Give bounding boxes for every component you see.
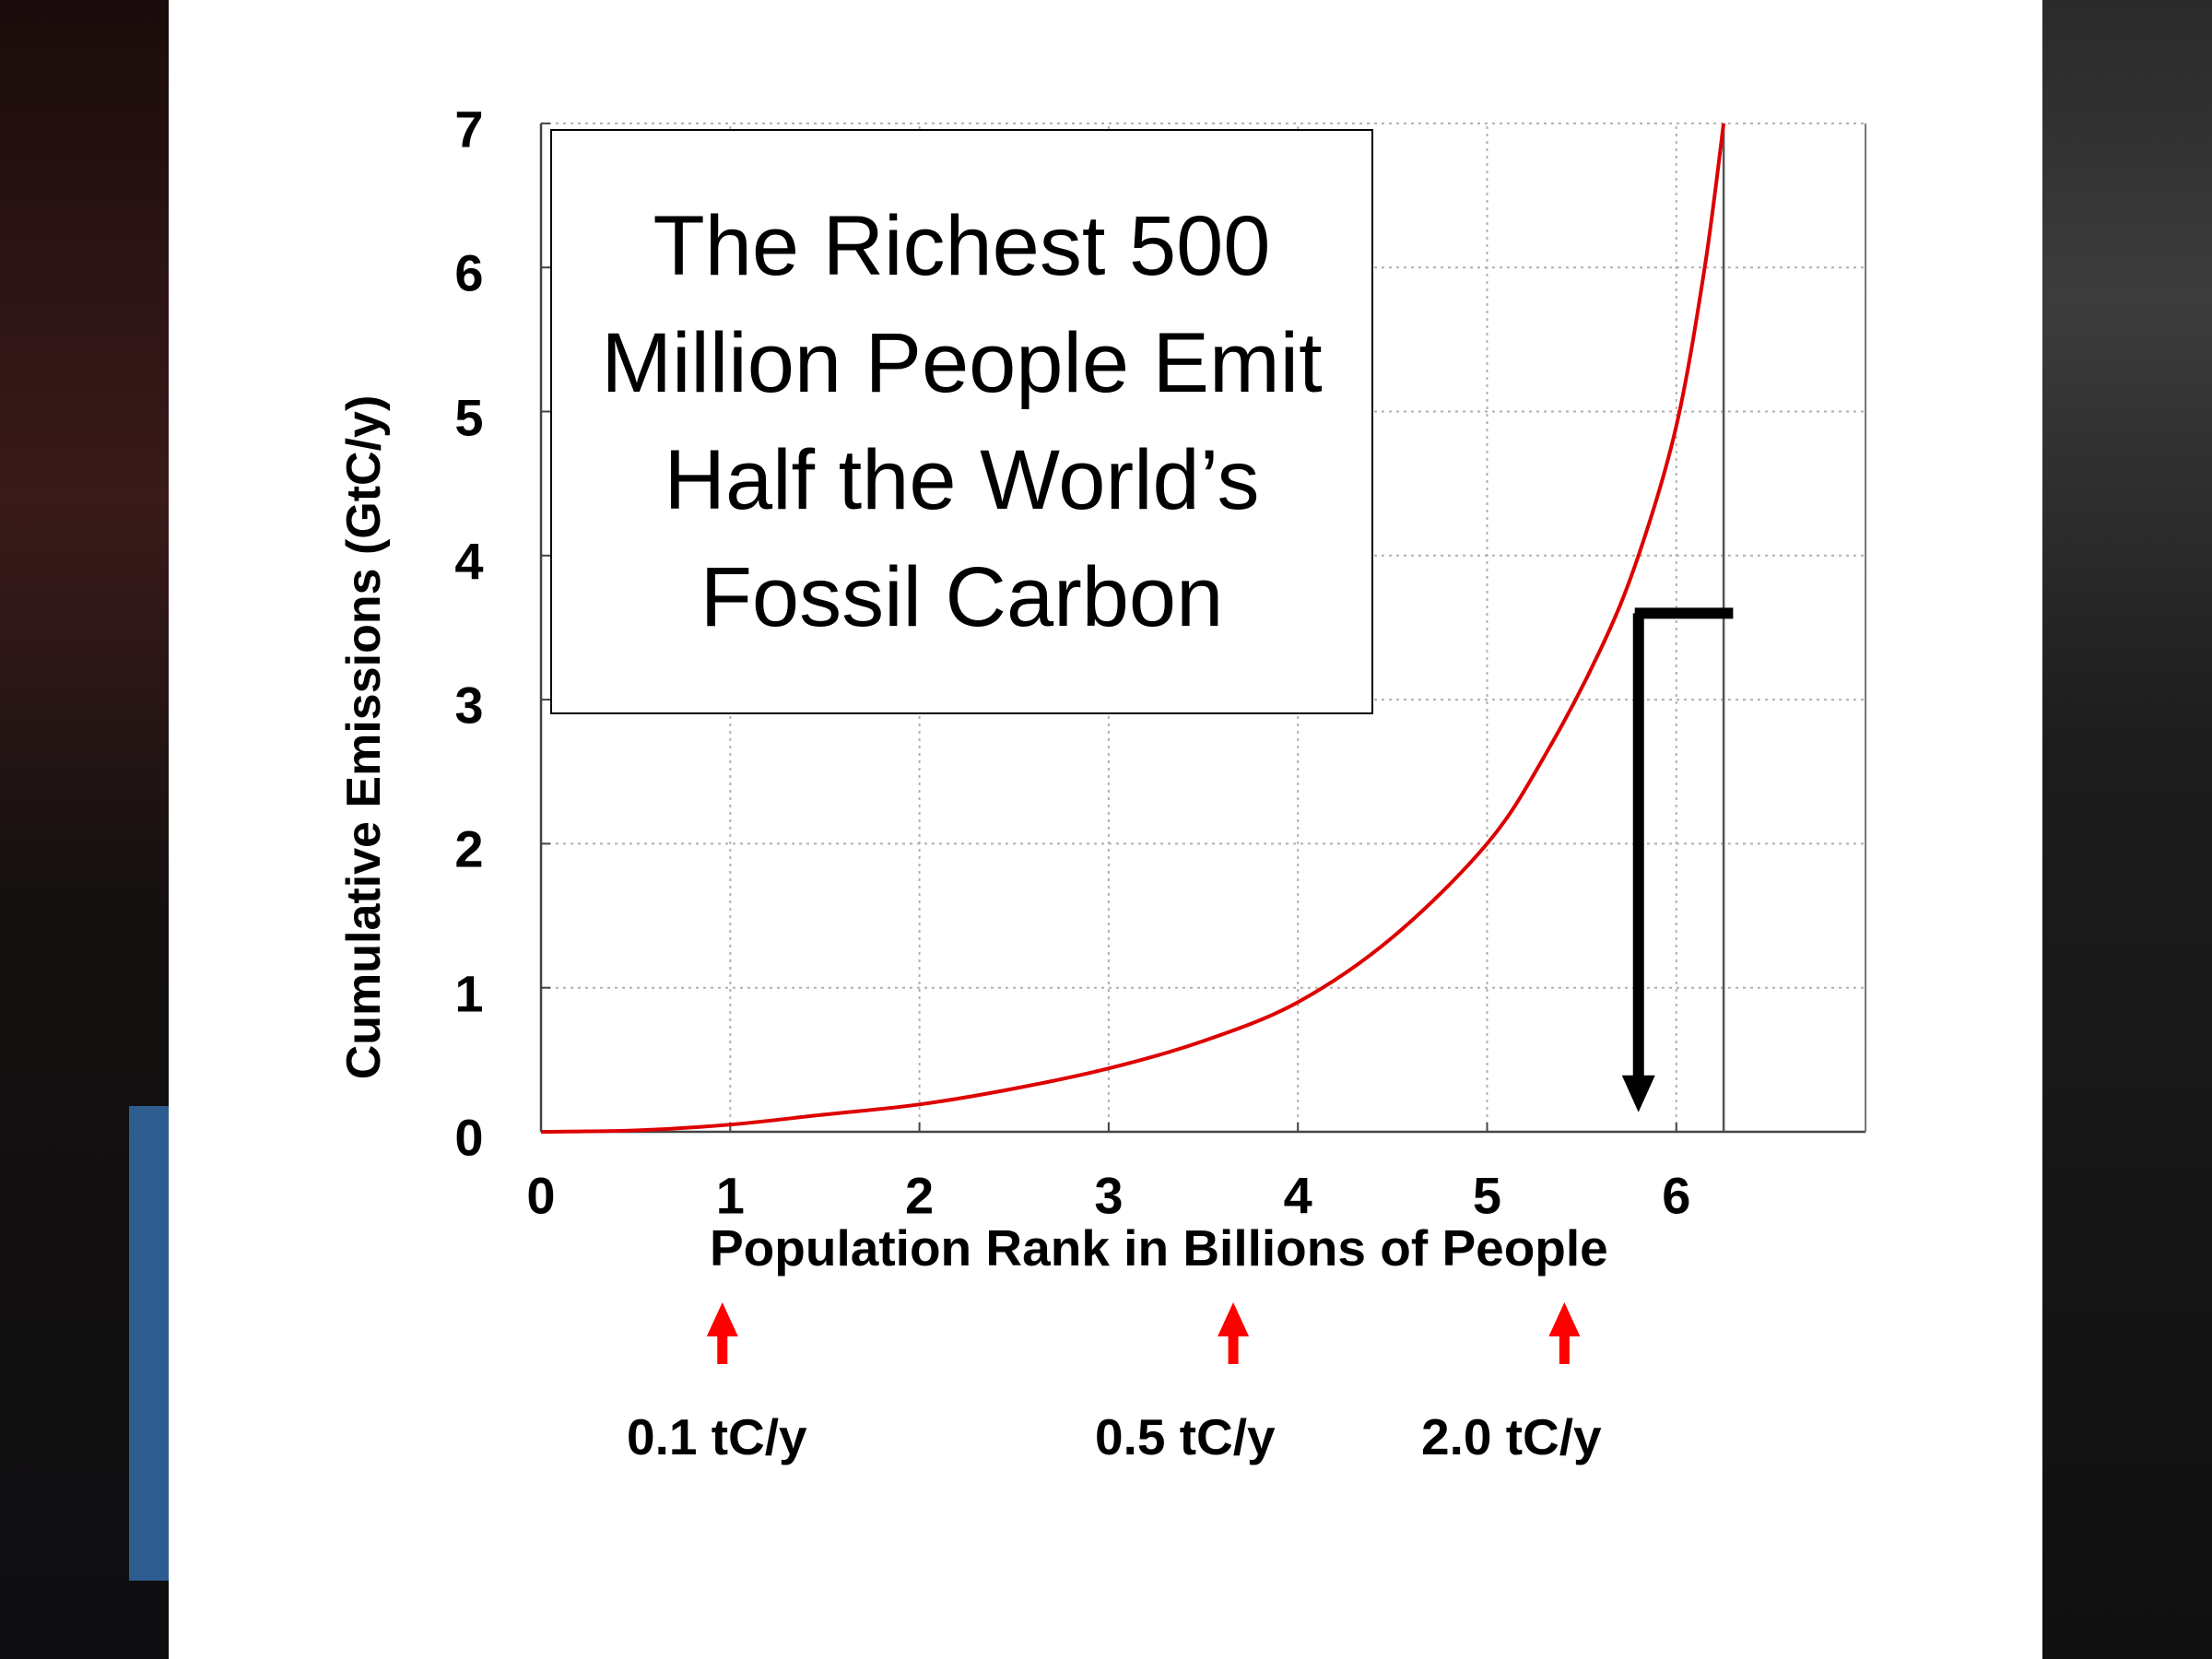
left-background [0,0,169,1659]
right-background [2042,0,2212,1659]
annotation-label: 2.0 tC/y [1421,1408,1602,1465]
annotation-arrow-head [706,1302,738,1336]
arrow-head [1621,1075,1655,1112]
chart-title: The Richest 500 Million People Emit Half… [601,198,1323,644]
y-axis-label: Cumulative Emissions (GtC/y) [337,394,391,1080]
annotation-label: 0.5 tC/y [1095,1408,1276,1465]
y-tick-label: 7 [454,100,484,159]
x-tick-label: 2 [905,1166,935,1225]
x-tick-label: 6 [1662,1166,1691,1225]
x-tick-label: 5 [1472,1166,1502,1225]
annotation-label: 0.1 tC/y [627,1408,807,1465]
left-background-blue-panel [129,1106,169,1581]
x-tick-label: 3 [1094,1166,1124,1225]
x-axis-label: Population Rank in Billions of People [710,1219,1608,1277]
x-tick-label: 4 [1283,1166,1312,1225]
series-curve [540,123,1726,1134]
y-tick-label: 4 [454,532,484,591]
y-tick-label: 6 [454,243,484,302]
y-tick-label: 2 [454,819,484,878]
annotation-arrow-head [1218,1302,1250,1336]
y-tick-label: 1 [454,964,484,1023]
x-tick-label: 1 [715,1166,745,1225]
x-tick-label: 0 [526,1166,556,1225]
y-tick-label: 0 [454,1108,484,1167]
annotation-arrow-head [1548,1302,1581,1336]
y-tick-label: 3 [454,676,484,735]
y-tick-label: 5 [454,388,484,446]
chart-title-box: The Richest 500 Million People Emit Half… [550,129,1373,714]
